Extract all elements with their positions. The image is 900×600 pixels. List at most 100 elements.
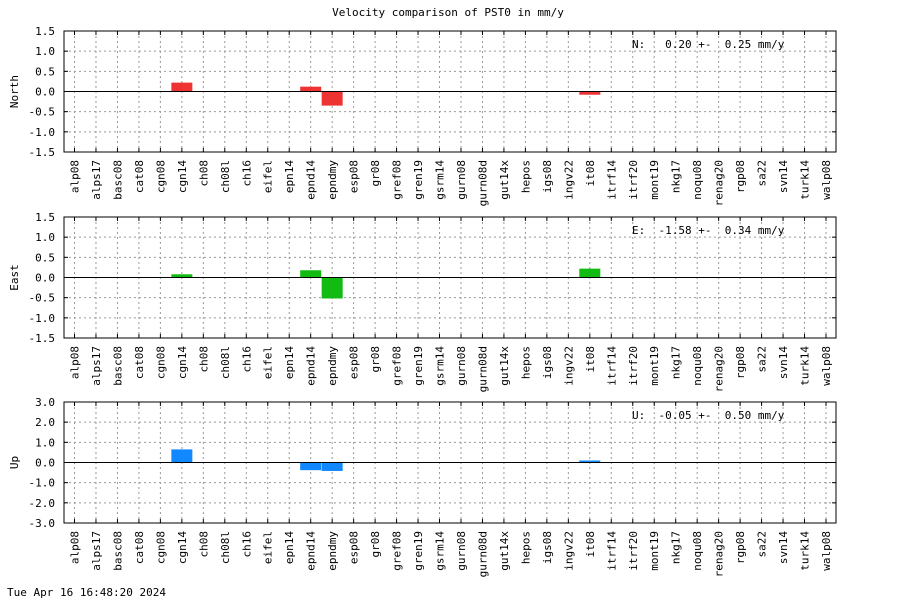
category-label: alp08 xyxy=(69,160,82,193)
category-label: epndmy xyxy=(326,531,339,571)
category-label: mont19 xyxy=(648,160,661,200)
category-label: ingv22 xyxy=(562,160,575,200)
category-label: gurn08 xyxy=(455,160,468,200)
category-label: it08 xyxy=(584,531,597,558)
category-label: alp08 xyxy=(69,531,82,564)
timestamp-footer: Tue Apr 16 16:48:20 2024 xyxy=(7,586,166,599)
category-label: sa22 xyxy=(756,346,769,373)
category-label: walp08 xyxy=(820,160,833,200)
y-tick-label: 1.5 xyxy=(35,211,55,224)
category-label: gren19 xyxy=(412,160,425,200)
bar-cgn14 xyxy=(171,449,193,463)
category-label: esp08 xyxy=(348,531,361,564)
stats-annotation: U: -0.05 +- 0.50 mm/y xyxy=(632,409,785,422)
category-label: epndmy xyxy=(326,160,339,200)
y-tick-label: 0.0 xyxy=(35,86,55,99)
y-tick-label: -1.0 xyxy=(29,477,56,490)
category-label: hepos xyxy=(519,531,532,564)
category-label: gr08 xyxy=(369,531,382,558)
category-label: ingv22 xyxy=(562,531,575,571)
category-label: cgn14 xyxy=(176,346,189,379)
bar-it08 xyxy=(579,268,601,278)
y-tick-label: 0.0 xyxy=(35,272,55,285)
category-label: epnd14 xyxy=(305,531,318,571)
bar-epnd14 xyxy=(300,462,322,471)
stats-annotation: N: 0.20 +- 0.25 mm/y xyxy=(632,38,785,51)
y-tick-label: 3.0 xyxy=(35,396,55,409)
category-label: igs08 xyxy=(541,346,554,379)
category-label: itrf20 xyxy=(627,531,640,571)
category-label: gut14x xyxy=(498,160,511,200)
category-label: ch08l xyxy=(219,160,232,193)
y-tick-label: -2.0 xyxy=(29,497,56,510)
category-label: gsrm14 xyxy=(434,346,447,386)
category-label: ch08l xyxy=(219,531,232,564)
category-label: it08 xyxy=(584,160,597,187)
category-label: noqu08 xyxy=(691,346,704,386)
bar-epnd14 xyxy=(300,270,322,278)
y-axis-label: East xyxy=(8,264,21,291)
category-label: renag20 xyxy=(713,160,726,206)
category-label: gsrm14 xyxy=(434,531,447,571)
category-label: alps17 xyxy=(90,160,103,200)
category-label: turk14 xyxy=(799,160,812,200)
plot-frame xyxy=(63,216,837,339)
category-label: basc08 xyxy=(111,160,124,200)
category-label: alp08 xyxy=(69,346,82,379)
category-label: walp08 xyxy=(820,346,833,386)
category-label: gut14x xyxy=(498,531,511,571)
category-label: ch08 xyxy=(197,531,210,558)
y-tick-label: 1.0 xyxy=(35,45,55,58)
bar-epndmy xyxy=(321,462,343,471)
category-label: itrf14 xyxy=(605,160,618,200)
category-label: itrf14 xyxy=(605,531,618,571)
y-tick-label: 0.0 xyxy=(35,457,55,470)
category-label: eifel xyxy=(262,346,275,379)
category-label: gurn08 xyxy=(455,346,468,386)
bar-cgn14 xyxy=(171,274,193,278)
category-label: basc08 xyxy=(111,531,124,571)
category-label: alps17 xyxy=(90,531,103,571)
category-label: basc08 xyxy=(111,346,124,386)
category-label: it08 xyxy=(584,346,597,373)
category-label: gurn08d xyxy=(476,346,489,392)
y-tick-label: 2.0 xyxy=(35,416,55,429)
category-label: cat08 xyxy=(133,346,146,379)
category-label: gref08 xyxy=(391,346,404,386)
category-label: sa22 xyxy=(756,531,769,558)
bar-epnd14 xyxy=(300,86,322,92)
category-label: alps17 xyxy=(90,346,103,386)
y-tick-label: 1.0 xyxy=(35,436,55,449)
bar-it08 xyxy=(579,460,601,463)
category-label: gref08 xyxy=(391,531,404,571)
category-label: epndmy xyxy=(326,346,339,386)
category-label: ingv22 xyxy=(562,346,575,386)
category-label: mont19 xyxy=(648,346,661,386)
category-label: cat08 xyxy=(133,160,146,193)
category-label: noqu08 xyxy=(691,531,704,571)
category-label: rgp08 xyxy=(734,531,747,564)
category-label: cgn14 xyxy=(176,531,189,564)
y-tick-label: -3.0 xyxy=(29,517,56,530)
category-label: svn14 xyxy=(777,160,790,193)
category-label: gsrm14 xyxy=(434,160,447,200)
category-label: renag20 xyxy=(713,531,726,577)
category-label: ch08l xyxy=(219,346,232,379)
category-label: eifel xyxy=(262,531,275,564)
category-label: sa22 xyxy=(756,160,769,187)
category-label: renag20 xyxy=(713,346,726,392)
category-label: hepos xyxy=(519,160,532,193)
category-label: svn14 xyxy=(777,531,790,564)
category-label: igs08 xyxy=(541,531,554,564)
category-label: rgp08 xyxy=(734,160,747,193)
category-label: igs08 xyxy=(541,160,554,193)
y-tick-label: 1.0 xyxy=(35,231,55,244)
plot-frame xyxy=(63,401,837,524)
y-tick-label: -0.5 xyxy=(29,292,56,305)
category-label: itrf20 xyxy=(627,346,640,386)
y-tick-label: -0.5 xyxy=(29,106,56,119)
category-label: ch08 xyxy=(197,160,210,187)
category-label: turk14 xyxy=(799,346,812,386)
category-label: gren19 xyxy=(412,531,425,571)
category-label: ch16 xyxy=(240,160,253,187)
